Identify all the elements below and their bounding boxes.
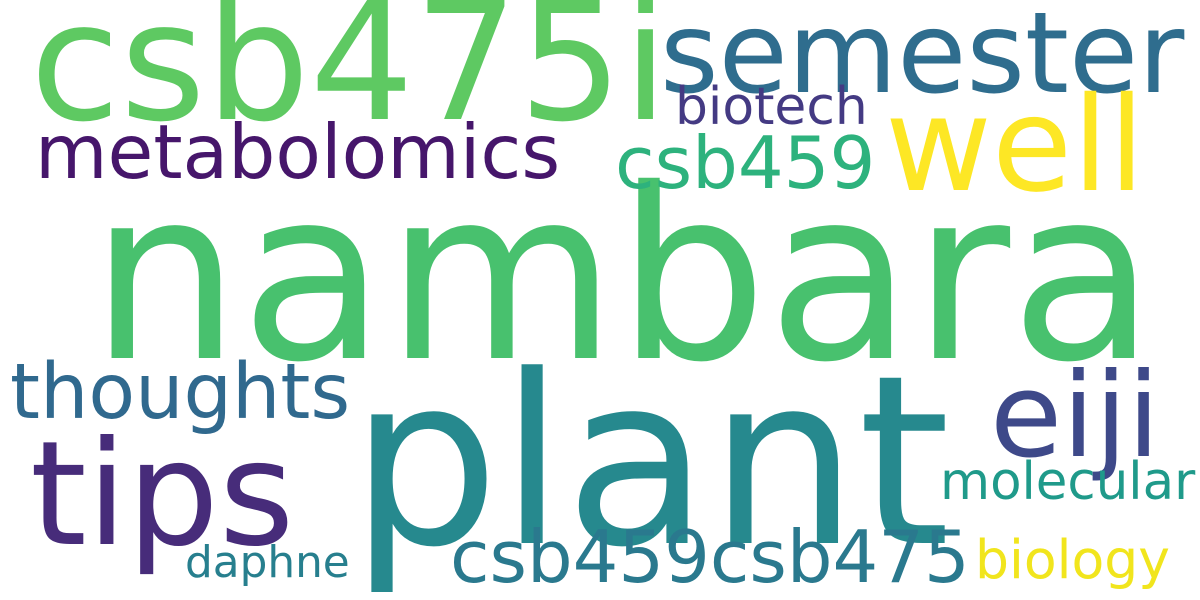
word-biotech: biotech <box>675 76 868 137</box>
word-well: well <box>885 68 1145 221</box>
word-molecular: molecular <box>940 452 1196 512</box>
word-tips: tips <box>30 410 295 579</box>
word-nambara: nambara <box>90 138 1156 414</box>
word-csb459csb475: csb459csb475 <box>450 514 970 599</box>
word-csb475i: csb475i <box>30 0 669 158</box>
word-daphne: daphne <box>185 536 350 588</box>
word-plant: plant <box>350 326 951 599</box>
word-thoughts: thoughts <box>10 347 351 437</box>
word-eiji: eiji <box>990 346 1160 484</box>
word-biology: biology <box>975 528 1171 591</box>
word-metabolomics: metabolomics <box>35 108 561 196</box>
word-semester: semester <box>660 0 1185 119</box>
word-csb459: csb459 <box>615 120 876 205</box>
